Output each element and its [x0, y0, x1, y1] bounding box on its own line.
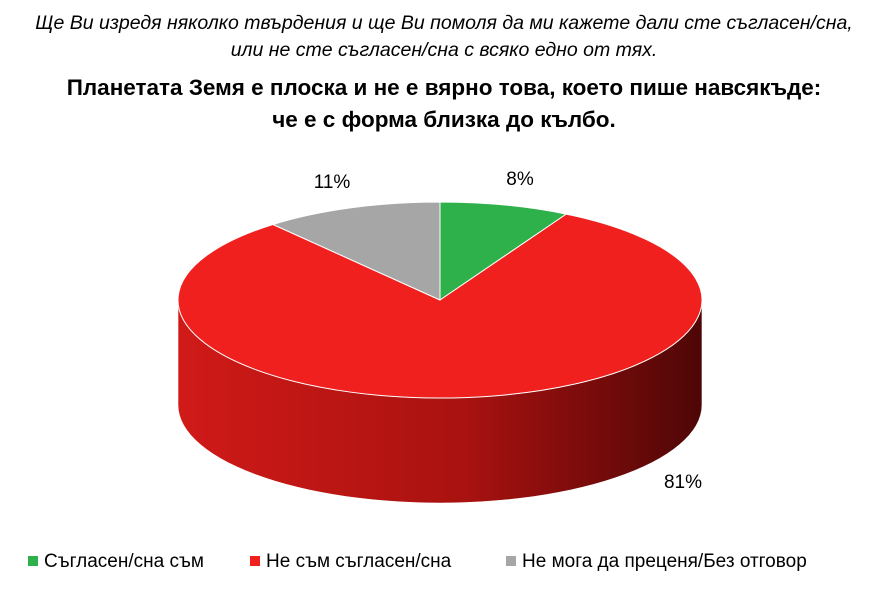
slice: [439, 201, 568, 301]
legend-swatch: [28, 556, 38, 566]
chart-subtitle: Ще Ви изредя няколко твърдения и ще Ви п…: [35, 12, 853, 61]
legend-swatch: [506, 556, 516, 566]
legend-swatch: [250, 556, 260, 566]
data-label: 81%: [664, 472, 702, 493]
slice: [271, 201, 441, 301]
chart-title: Планетата Земя е плоска и не е вярно тов…: [66, 75, 822, 132]
data-label: 11%: [314, 172, 351, 193]
slice: [177, 213, 703, 399]
data-label: 8%: [506, 169, 534, 190]
legend-label: Съгласен/сна съм: [44, 551, 204, 572]
legend-label: Не съм съгласен/сна: [266, 551, 452, 572]
legend-label: Не мога да преценя/Без отговор: [522, 551, 807, 572]
